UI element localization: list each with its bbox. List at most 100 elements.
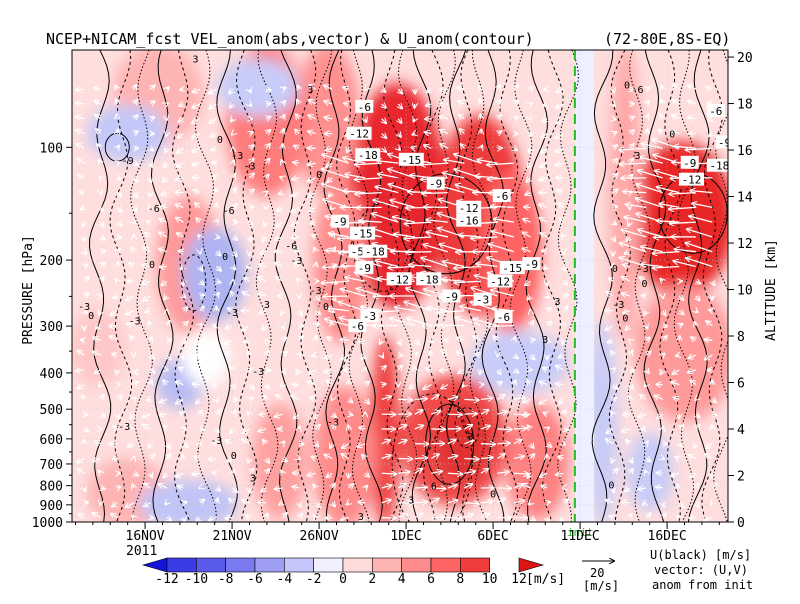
reference-vector-value: 20	[590, 566, 604, 580]
wind-vector	[266, 103, 270, 104]
field-blob	[183, 228, 247, 321]
contour-label: -12	[459, 202, 479, 215]
wind-vector	[564, 444, 565, 445]
contour-label: 0	[612, 264, 618, 275]
x-tick-label: 16NOV	[126, 529, 165, 544]
contour-label: 0	[608, 481, 614, 492]
colorbar-tick-label: 4	[398, 572, 406, 587]
colorbar-segment	[519, 558, 543, 572]
wind-vector	[348, 425, 349, 428]
x-tick-label: 26NOV	[300, 529, 339, 544]
contour-label: 0	[624, 81, 630, 92]
contour-label: 3	[307, 85, 313, 96]
contour-label: -5	[351, 246, 364, 259]
contour-label: 0	[222, 252, 228, 263]
contour-label: 0	[88, 311, 94, 322]
wind-vector	[76, 89, 84, 90]
x-tick-label: 1DEC	[390, 529, 421, 544]
wind-vector	[192, 384, 200, 385]
y-tick-label: 200	[40, 254, 63, 269]
y-tick-label: 600	[40, 433, 63, 448]
contour-label: -3	[252, 367, 264, 378]
contour-label: 3	[408, 495, 414, 506]
contour-label: -9	[525, 258, 538, 271]
contour-label: 0	[323, 302, 329, 313]
year-label: 2011	[126, 544, 157, 559]
contour-label: -9	[445, 290, 458, 303]
wind-vector	[349, 414, 353, 415]
y2-tick-label: 10	[737, 284, 753, 299]
wind-vector	[448, 414, 462, 415]
wind-vector	[134, 456, 135, 458]
contour-label: -6	[709, 105, 722, 118]
wind-vector	[150, 518, 153, 519]
wind-vector	[249, 207, 253, 208]
y-tick-label: 1000	[32, 516, 63, 531]
y2-tick-label: 2	[737, 470, 745, 485]
contour-label: -18	[419, 273, 439, 286]
field-blob	[183, 331, 230, 387]
wind-vector	[84, 414, 87, 415]
wind-vector	[440, 89, 448, 90]
contour-label: 0	[669, 130, 675, 141]
colorbar-tick-label: -6	[247, 572, 263, 587]
wind-vector	[167, 340, 171, 341]
wind-vector	[448, 473, 462, 474]
wind-vector	[514, 473, 528, 474]
y-tick-label: 700	[40, 458, 63, 473]
y2-tick-label: 18	[737, 98, 753, 113]
contour-label: -16	[459, 215, 479, 228]
contour-label: -15	[353, 228, 373, 241]
wind-vector	[695, 399, 696, 400]
contour-label: -18	[709, 160, 729, 173]
contour-label: 3	[467, 432, 473, 443]
contour-label: -3	[226, 308, 238, 319]
colorbar-tick-label: 12	[511, 572, 527, 587]
contour-label: -3	[612, 300, 624, 311]
contour-label: -3	[118, 422, 130, 433]
contour-label: 0	[490, 490, 496, 501]
wind-vector	[212, 163, 216, 164]
y2-tick-label: 0	[737, 516, 745, 531]
wind-vector	[316, 263, 317, 267]
colorbar-tick-label: -2	[306, 572, 322, 587]
contour-label: -12	[389, 273, 409, 286]
legend-line-1: U(black) [m/s]	[650, 548, 751, 562]
y2-tick-label: 16	[737, 144, 753, 159]
contour-label: 0	[316, 170, 322, 181]
contour-label: 3	[250, 473, 256, 484]
y-tick-label: 100	[40, 141, 63, 156]
wind-vector	[464, 503, 478, 504]
wind-vector	[159, 414, 167, 415]
wind-vector	[81, 340, 84, 341]
init-band	[575, 50, 594, 522]
wind-vector	[299, 326, 303, 327]
field-blob	[435, 403, 491, 481]
contour-label: -3	[637, 264, 649, 275]
field-blob	[69, 309, 125, 387]
contour-label: -9	[333, 216, 346, 229]
wind-vector	[415, 458, 427, 459]
contour-label: -9	[358, 262, 371, 275]
colorbar-segment	[196, 558, 225, 572]
wind-vector	[233, 399, 237, 400]
wind-vector	[299, 296, 300, 298]
field-blob	[217, 58, 299, 117]
legend-line-3: anom from init	[652, 578, 753, 592]
wind-vector	[147, 399, 150, 400]
colorbar-segment	[226, 558, 255, 572]
wind-vector	[481, 444, 495, 445]
wind-vector	[398, 399, 412, 400]
contour-label: -12	[490, 275, 510, 288]
wind-vector	[712, 473, 713, 477]
contour-label: -12	[349, 128, 369, 141]
colorbar-segment	[314, 558, 343, 572]
contour-label: -3	[210, 436, 222, 447]
wind-vector	[293, 162, 299, 163]
wind-vector	[556, 384, 564, 385]
wind-vector	[183, 455, 184, 459]
contour-label: -15	[502, 262, 522, 275]
wind-vector	[382, 473, 396, 474]
